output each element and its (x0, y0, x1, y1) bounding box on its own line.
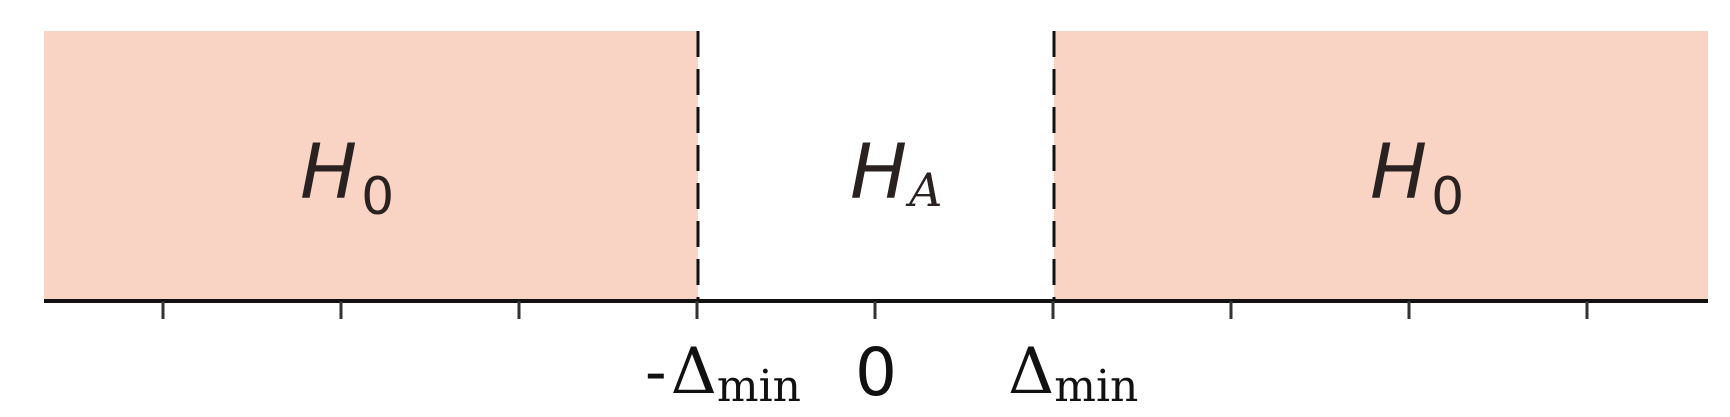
region-label-right: H0 (1370, 127, 1464, 227)
null-region-left (44, 31, 698, 301)
region-label-center: HA (850, 127, 942, 217)
x-axis-ticks (161, 301, 1589, 319)
region-label-left: H0 (300, 127, 394, 227)
tick-label-zero: 0 (855, 334, 897, 411)
null-region-right (1054, 31, 1708, 301)
tick-label-pos-delta-min: Δmin (1008, 335, 1138, 412)
tick-label-neg-delta-min: -Δmin (645, 335, 801, 412)
